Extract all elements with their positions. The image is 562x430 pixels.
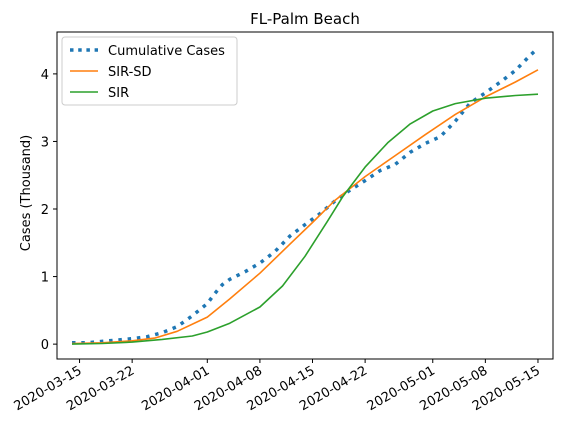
y-tick-label: 0 [41,338,49,353]
y-axis-title: Cases (Thousand) [19,135,34,251]
plot-frame [56,31,554,360]
series-line-1 [72,46,540,345]
plot-area [71,46,540,345]
y-tick-label: 1 [41,271,49,286]
y-tick-label: 4 [41,68,49,83]
legend: Cumulative Cases SIR-SD SIR [61,36,238,106]
y-tick-label: 3 [41,135,49,150]
legend-entry-2: SIR-SD [108,65,152,80]
legend-entry-3: SIR [108,86,129,101]
y-tick-label: 2 [41,203,49,218]
legend-entry-1: Cumulative Cases [108,44,225,59]
series-line-3 [71,93,539,345]
chart-title: FL-Palm Beach [250,10,360,28]
legend-box [61,36,238,106]
series-line-2 [71,69,539,345]
